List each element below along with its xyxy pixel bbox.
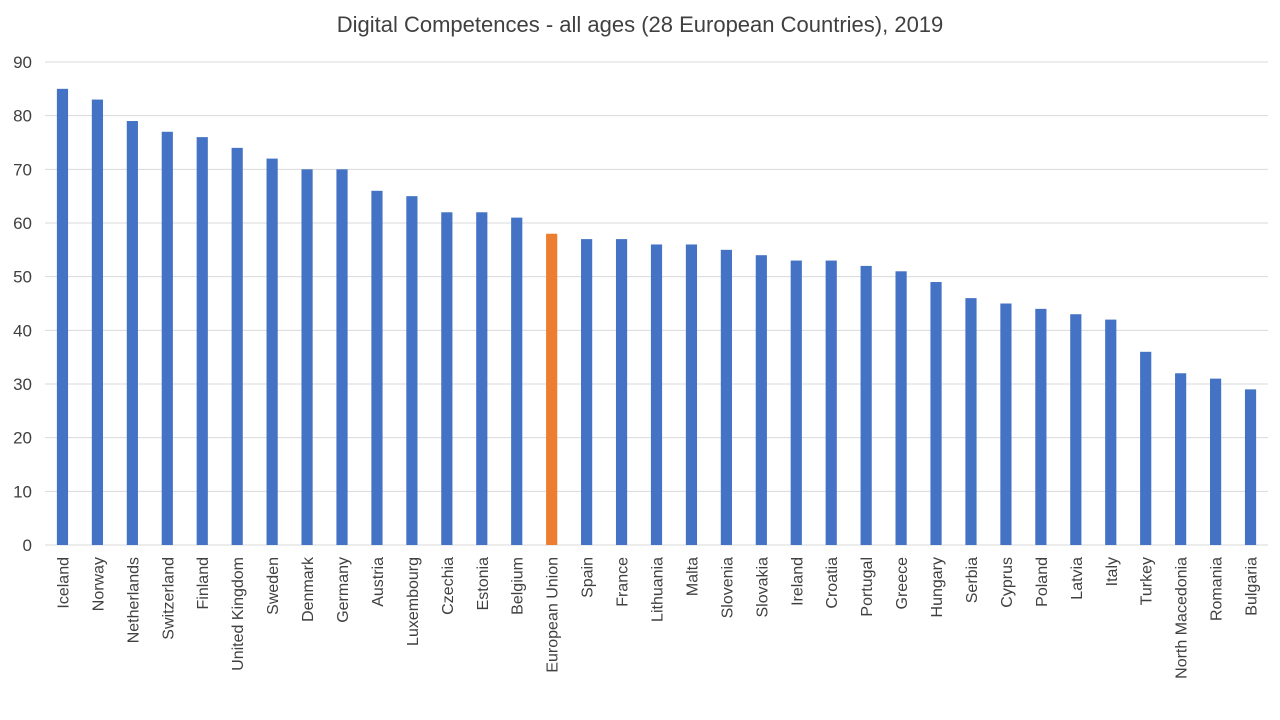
x-tick-label: Spain [580, 557, 597, 598]
x-tick-label: Germany [335, 557, 352, 623]
bar [581, 239, 593, 545]
y-tick-label: 80 [13, 107, 32, 126]
x-tick-label: Switzerland [160, 557, 177, 640]
x-tick-label: Hungary [929, 557, 946, 617]
bar [965, 298, 977, 545]
bar [650, 244, 663, 545]
x-tick-label: Sweden [265, 557, 282, 615]
x-tick-label: Norway [90, 557, 107, 611]
bar [1140, 351, 1152, 545]
x-tick-label: Turkey [1139, 557, 1156, 605]
bar [790, 260, 802, 545]
x-tick-label: United Kingdom [230, 557, 247, 671]
y-tick-label: 90 [13, 53, 32, 72]
bar [895, 271, 907, 545]
bar [126, 121, 138, 546]
bar [371, 190, 383, 546]
x-tick-label: Denmark [300, 556, 317, 622]
x-tick-label: Netherlands [125, 557, 142, 643]
y-axis-ticks: 0 10 20 30 40 50 60 70 80 90 [13, 53, 32, 555]
x-tick-label: Czechia [440, 557, 457, 615]
bar [476, 212, 488, 545]
x-tick-label: Luxembourg [405, 557, 422, 646]
bar [91, 99, 104, 546]
x-tick-label: Croatia [824, 557, 841, 609]
x-tick-label: Latvia [1069, 557, 1086, 600]
x-tick-label: European Union [545, 557, 562, 673]
x-tick-label: Malta [684, 557, 701, 596]
x-tick-label: France [615, 557, 632, 607]
bar [1175, 373, 1187, 545]
x-tick-label: Ireland [789, 557, 806, 606]
x-tick-label: Finland [195, 557, 212, 609]
bar [860, 265, 872, 545]
x-tick-label: Lithuania [650, 557, 667, 622]
bar [1000, 303, 1012, 545]
x-tick-label: Portugal [859, 557, 876, 617]
x-tick-label: Romania [1209, 557, 1226, 621]
bar [231, 147, 243, 545]
y-tick-label: 70 [13, 160, 32, 179]
bar [161, 131, 173, 545]
bar [930, 282, 942, 545]
bar [196, 137, 208, 545]
bar [336, 169, 348, 546]
bar [1105, 319, 1117, 545]
bar [1209, 378, 1222, 545]
bar [511, 217, 523, 545]
x-axis-ticks: Iceland Norway Netherlands Switzerland Finla… [55, 556, 1260, 679]
x-tick-label: Greece [894, 557, 911, 610]
x-tick-label: Cyprus [999, 557, 1016, 608]
x-tick-label: Poland [1034, 557, 1051, 607]
bar [301, 169, 313, 546]
y-tick-label: 50 [13, 268, 32, 287]
bar [266, 158, 278, 545]
y-tick-label: 40 [13, 321, 32, 340]
x-tick-label: Italy [1104, 557, 1121, 586]
bar [720, 249, 732, 546]
bar [825, 260, 837, 545]
bar [56, 88, 69, 545]
y-tick-label: 0 [23, 536, 32, 555]
y-tick-label: 10 [13, 482, 32, 501]
x-tick-label: Estonia [475, 557, 492, 610]
x-tick-label: Slovenia [719, 557, 736, 618]
bar [1035, 308, 1047, 545]
y-tick-label: 60 [13, 214, 32, 233]
y-tick-label: 30 [13, 375, 32, 394]
bar [685, 244, 698, 545]
bar [441, 212, 453, 545]
bars [56, 88, 1257, 546]
bar [755, 255, 767, 545]
y-tick-label: 20 [13, 429, 32, 448]
x-tick-label: Belgium [510, 557, 527, 615]
x-tick-label: Iceland [55, 557, 72, 609]
x-tick-label: Serbia [964, 557, 981, 603]
bar [406, 196, 418, 545]
bar [615, 239, 628, 545]
x-tick-label: Bulgaria [1244, 557, 1261, 616]
chart-title: Digital Competences - all ages (28 Europ… [336, 12, 944, 37]
x-tick-label: North Macedonia [1174, 557, 1191, 679]
bar [1070, 314, 1082, 545]
x-tick-label: Slovakia [754, 557, 771, 618]
bar [1244, 389, 1257, 545]
bar [546, 233, 558, 545]
x-tick-label: Austria [370, 557, 387, 607]
